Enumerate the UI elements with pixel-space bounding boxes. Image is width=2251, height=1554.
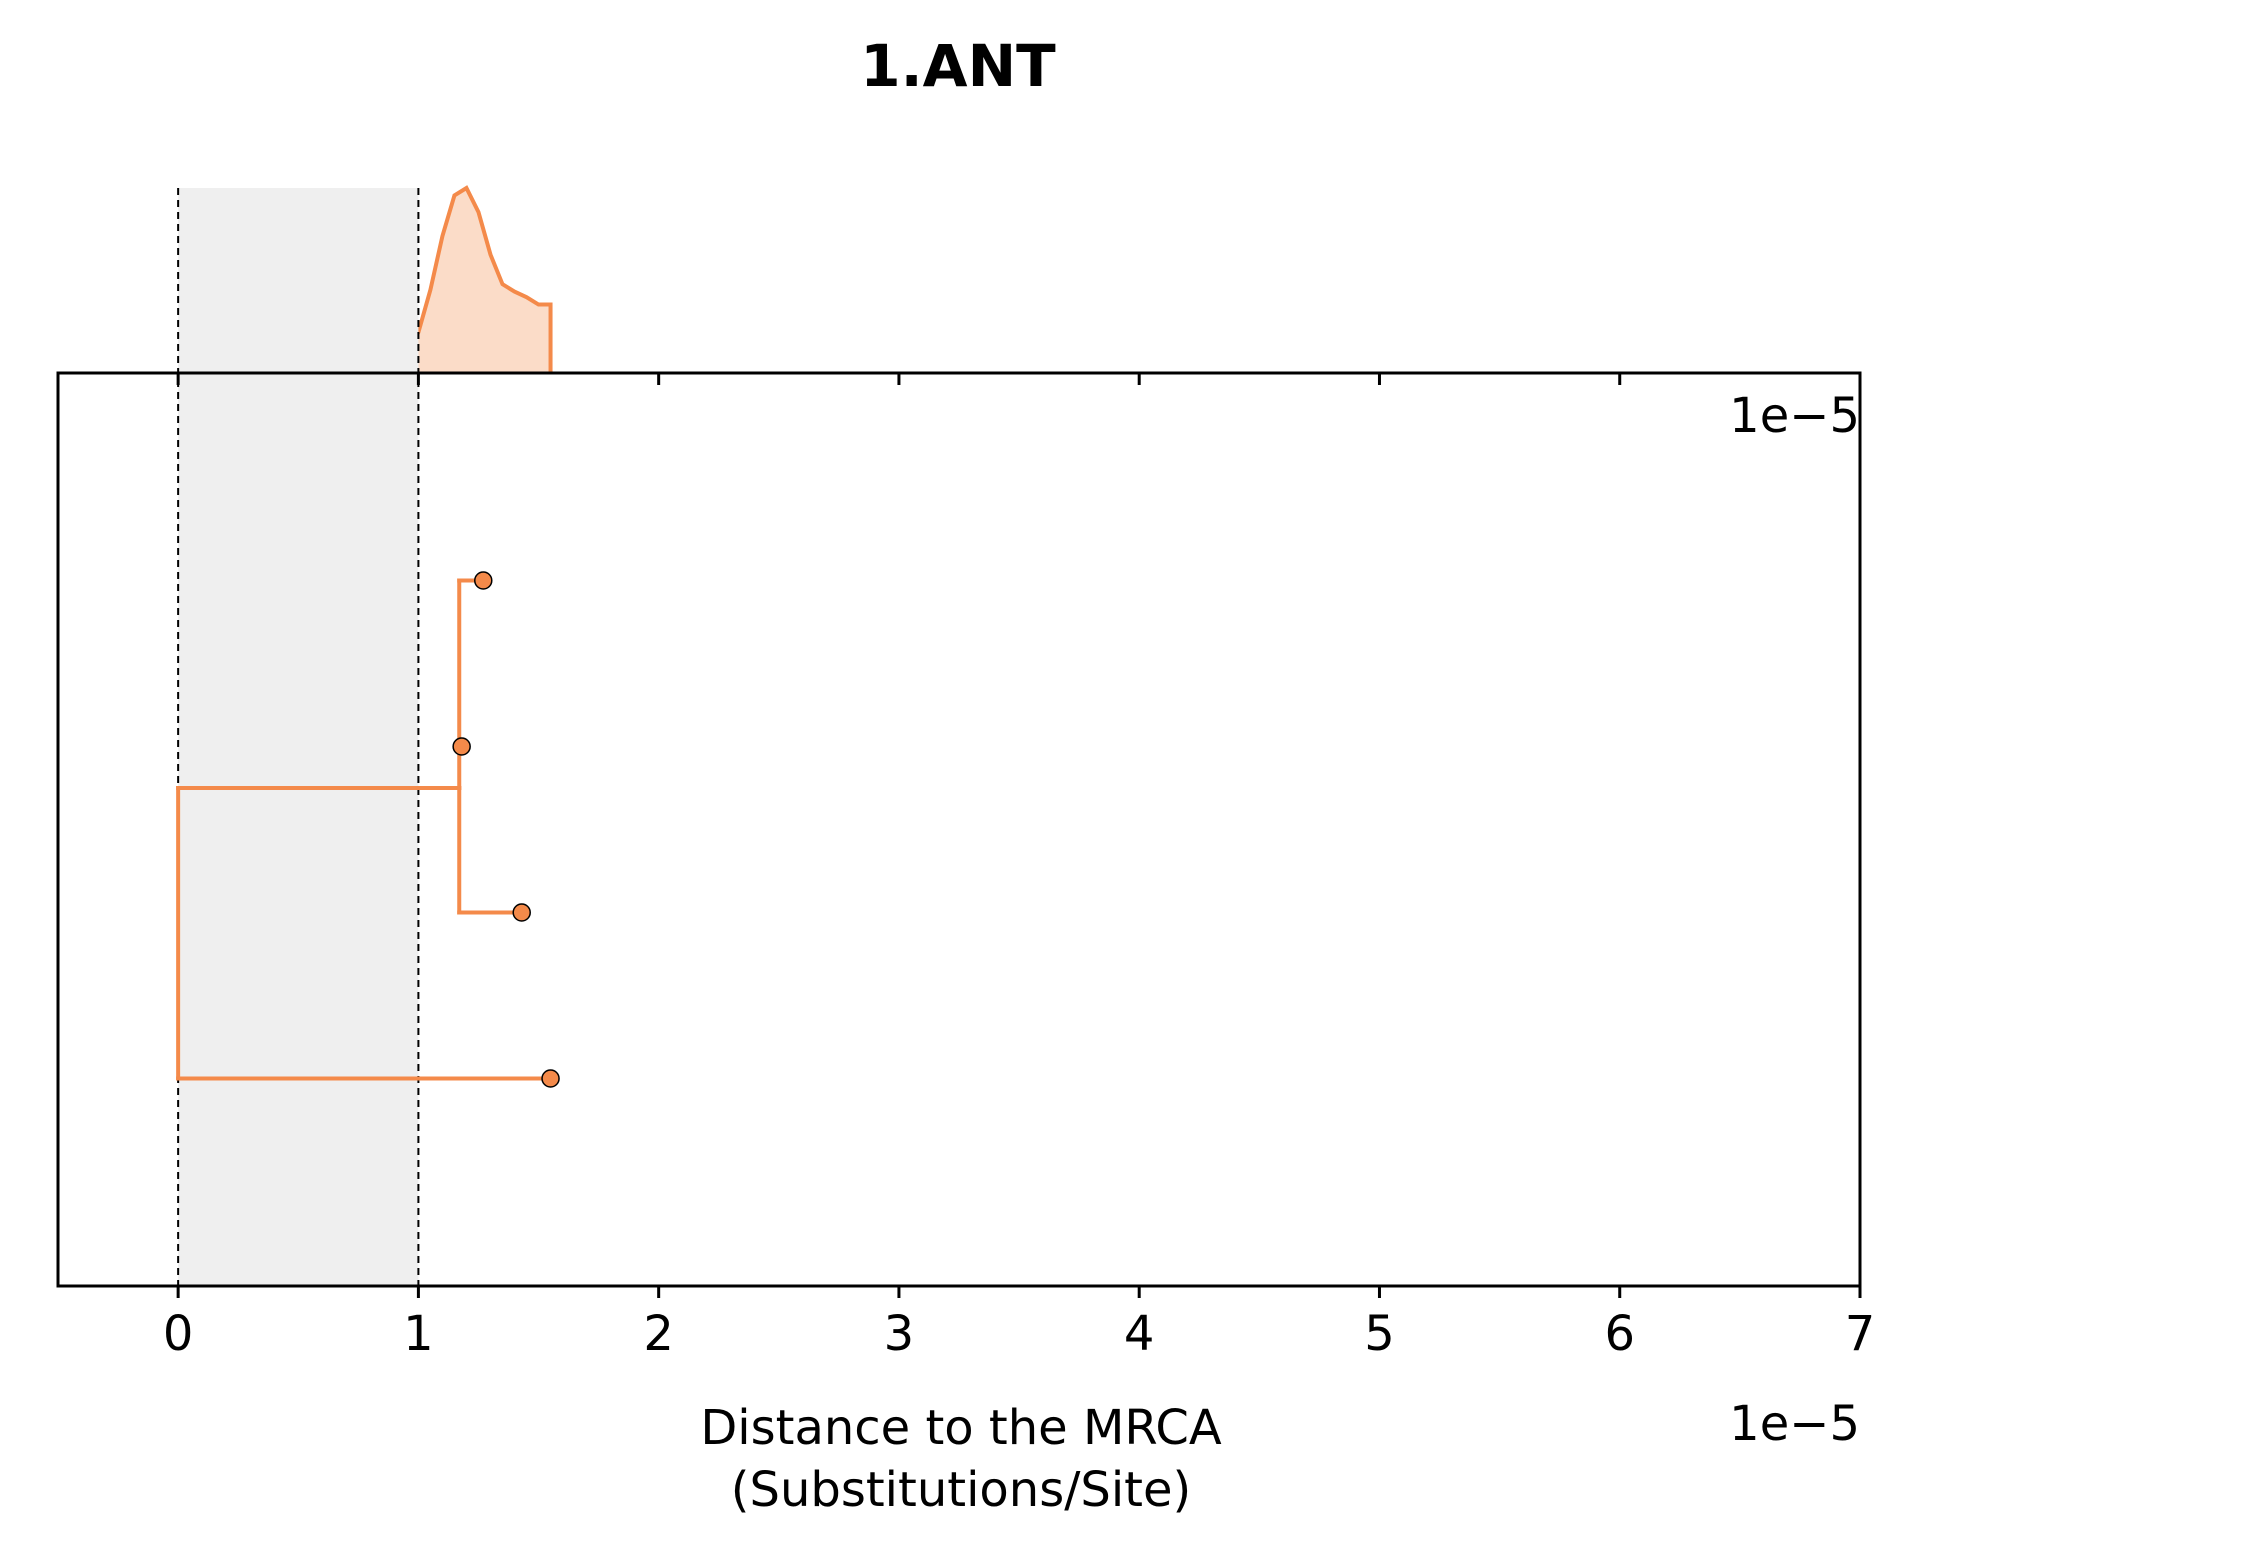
- reference-lines-layer: [177, 188, 420, 1286]
- scale-label-bottom: 1e−5: [1729, 1396, 1860, 1452]
- x-tick-label: 6: [1604, 1306, 1635, 1362]
- tree-tip: [452, 737, 471, 756]
- tree-tip: [474, 571, 493, 590]
- x-axis-label-line2: (Substitutions/Site): [731, 1462, 1192, 1518]
- x-tick-label: 7: [1845, 1306, 1876, 1362]
- shaded-region: [178, 188, 419, 1286]
- chart-title: 1.ANT: [860, 32, 1056, 100]
- x-tick-label: 3: [884, 1306, 915, 1362]
- x-axis-label-line1: Distance to the MRCA: [700, 1400, 1222, 1456]
- x-tick-label: 5: [1364, 1306, 1395, 1362]
- scale-label-top: 1e−5: [1729, 388, 1860, 444]
- tree-layer: [176, 571, 560, 1088]
- x-tick-label: 2: [643, 1306, 674, 1362]
- x-axis-ticks: 0 1 2 3 4 5 6 7: [163, 373, 1875, 1362]
- shaded-region-layer: [178, 188, 419, 1286]
- tree-tip: [512, 903, 531, 922]
- x-tick-label: 0: [163, 1306, 194, 1362]
- x-tick-label: 1: [403, 1306, 434, 1362]
- density-fill: [375, 188, 551, 373]
- x-tick-label: 4: [1124, 1306, 1155, 1362]
- axes-frame: [56, 371, 1862, 1288]
- tree-tip: [541, 1069, 560, 1088]
